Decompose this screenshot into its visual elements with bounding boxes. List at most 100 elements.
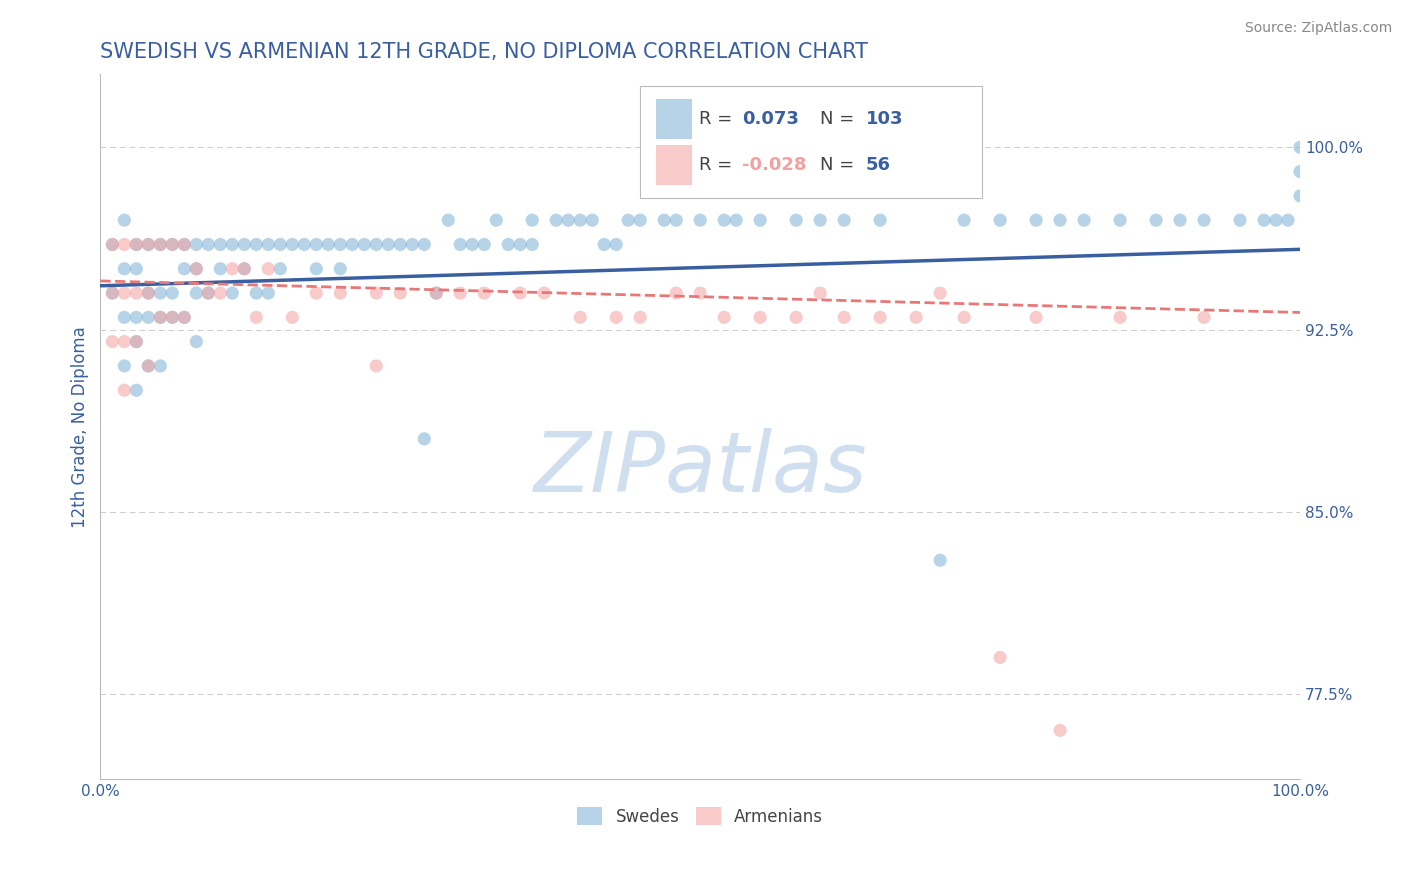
Point: [1049, 213, 1071, 227]
Point: [197, 237, 219, 252]
Point: [1109, 213, 1132, 227]
Point: [162, 237, 184, 252]
Point: [1049, 723, 1071, 738]
Point: [557, 213, 579, 227]
Point: [197, 286, 219, 301]
Point: [281, 310, 304, 325]
Point: [581, 213, 603, 227]
Point: [389, 237, 412, 252]
Point: [569, 310, 592, 325]
Point: [593, 237, 616, 252]
Point: [425, 286, 447, 301]
Point: [665, 286, 688, 301]
Point: [509, 237, 531, 252]
Text: 56: 56: [866, 156, 891, 174]
Point: [149, 310, 172, 325]
Point: [149, 237, 172, 252]
Point: [112, 310, 135, 325]
Point: [1025, 310, 1047, 325]
Point: [292, 237, 315, 252]
Point: [125, 334, 148, 349]
Point: [785, 213, 807, 227]
Point: [112, 237, 135, 252]
Point: [138, 286, 160, 301]
Point: [112, 334, 135, 349]
Point: [1277, 213, 1299, 227]
Point: [1025, 213, 1047, 227]
Point: [112, 383, 135, 397]
Point: [869, 310, 891, 325]
Point: [329, 237, 352, 252]
Point: [1073, 213, 1095, 227]
Point: [1229, 213, 1251, 227]
Point: [605, 237, 627, 252]
Point: [149, 237, 172, 252]
Point: [149, 310, 172, 325]
Point: [149, 359, 172, 373]
Point: [209, 237, 232, 252]
Point: [305, 237, 328, 252]
Point: [569, 213, 592, 227]
Point: [617, 213, 640, 227]
Text: 0.073: 0.073: [742, 110, 799, 128]
Point: [749, 213, 772, 227]
Point: [269, 237, 291, 252]
Point: [689, 286, 711, 301]
Point: [342, 237, 364, 252]
Point: [125, 383, 148, 397]
Point: [485, 213, 508, 227]
Point: [245, 310, 267, 325]
Point: [138, 359, 160, 373]
Point: [988, 650, 1011, 665]
Point: [546, 213, 568, 227]
Point: [305, 286, 328, 301]
Point: [366, 359, 388, 373]
Point: [138, 237, 160, 252]
Point: [209, 286, 232, 301]
Point: [186, 286, 208, 301]
Point: [652, 213, 675, 227]
Point: [162, 286, 184, 301]
Point: [173, 310, 195, 325]
Y-axis label: 12th Grade, No Diploma: 12th Grade, No Diploma: [72, 326, 89, 527]
Point: [628, 310, 651, 325]
Text: SWEDISH VS ARMENIAN 12TH GRADE, NO DIPLOMA CORRELATION CHART: SWEDISH VS ARMENIAN 12TH GRADE, NO DIPLO…: [100, 42, 869, 62]
Point: [749, 310, 772, 325]
Point: [1168, 213, 1191, 227]
Text: R =: R =: [699, 156, 738, 174]
Point: [522, 237, 544, 252]
Point: [713, 213, 735, 227]
Point: [533, 286, 555, 301]
Text: N =: N =: [820, 110, 860, 128]
Point: [125, 310, 148, 325]
Point: [605, 310, 627, 325]
Point: [437, 213, 460, 227]
Point: [186, 334, 208, 349]
Point: [162, 310, 184, 325]
Point: [1192, 310, 1215, 325]
Point: [377, 237, 399, 252]
Point: [112, 359, 135, 373]
Point: [138, 286, 160, 301]
Text: R =: R =: [699, 110, 738, 128]
Point: [221, 237, 243, 252]
Point: [257, 237, 280, 252]
Point: [329, 286, 352, 301]
Point: [316, 237, 339, 252]
FancyBboxPatch shape: [655, 145, 692, 185]
Point: [173, 237, 195, 252]
Point: [186, 261, 208, 276]
Point: [472, 286, 495, 301]
Point: [112, 286, 135, 301]
Point: [689, 213, 711, 227]
Point: [366, 286, 388, 301]
Point: [665, 213, 688, 227]
Point: [509, 286, 531, 301]
Point: [953, 310, 976, 325]
Point: [929, 553, 952, 567]
Point: [929, 286, 952, 301]
Point: [522, 213, 544, 227]
FancyBboxPatch shape: [640, 87, 983, 198]
Point: [413, 237, 436, 252]
Point: [905, 310, 928, 325]
